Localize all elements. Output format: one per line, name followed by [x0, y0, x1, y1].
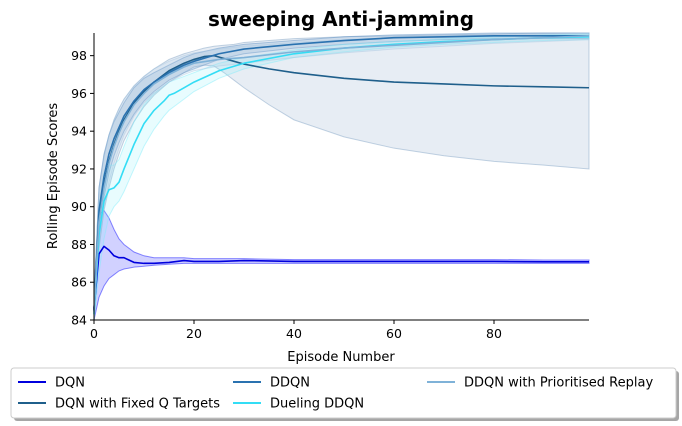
x-tick-label: 20: [186, 326, 202, 341]
line-dqn: [93, 245, 589, 309]
band-dueling-ddqn: [93, 33, 590, 321]
line-dueling-ddqn: [93, 35, 590, 315]
line-ddqn-with-prioritised-replay: [93, 35, 590, 313]
band-dqn: [93, 209, 590, 321]
x-tick-label: 60: [386, 326, 402, 341]
x-ticks: 0 20 40 60 80: [90, 320, 502, 341]
plot-area: [93, 32, 590, 321]
y-tick-label: 86: [71, 275, 87, 290]
band-dqn-with-fixed-q-targets: [93, 32, 590, 321]
chart-title: sweeping Anti-jamming: [208, 7, 474, 31]
y-tick-label: 88: [71, 237, 87, 252]
series-lines: [93, 35, 590, 315]
legend-label: DQN: [55, 376, 85, 391]
confidence-bands: [93, 32, 590, 321]
legend-label: DDQN: [270, 376, 310, 391]
y-tick-label: 98: [71, 48, 87, 63]
x-tick-label: 80: [486, 326, 502, 341]
x-axis-label: Episode Number: [287, 350, 395, 365]
legend-items: DQN DQN with Fixed Q Targets DDQN Dueling D…: [18, 376, 653, 412]
x-tick-label: 40: [286, 326, 302, 341]
band-ddqn-with-prioritised-replay: [93, 32, 590, 321]
legend-box: [10, 367, 677, 419]
x-tick-label: 0: [90, 326, 98, 341]
y-tick-label: 96: [71, 86, 87, 101]
y-axis-label: Rolling Episode Scores: [46, 103, 61, 249]
y-tick-label: 92: [71, 161, 87, 176]
band-ddqn: [93, 32, 590, 321]
line-ddqn: [93, 35, 589, 311]
legend-label: Dueling DDQN: [270, 397, 364, 412]
legend-label: DQN with Fixed Q Targets: [55, 397, 220, 412]
legend-label: DDQN with Prioritised Replay: [464, 376, 653, 391]
legend: DQN DQN with Fixed Q Targets DDQN Dueling D…: [10, 367, 679, 421]
y-tick-label: 90: [71, 199, 87, 214]
y-tick-label: 94: [71, 124, 87, 139]
y-ticks: 84 86 88 90 92 94 96 98: [71, 48, 94, 328]
y-tick-label: 84: [71, 313, 87, 328]
